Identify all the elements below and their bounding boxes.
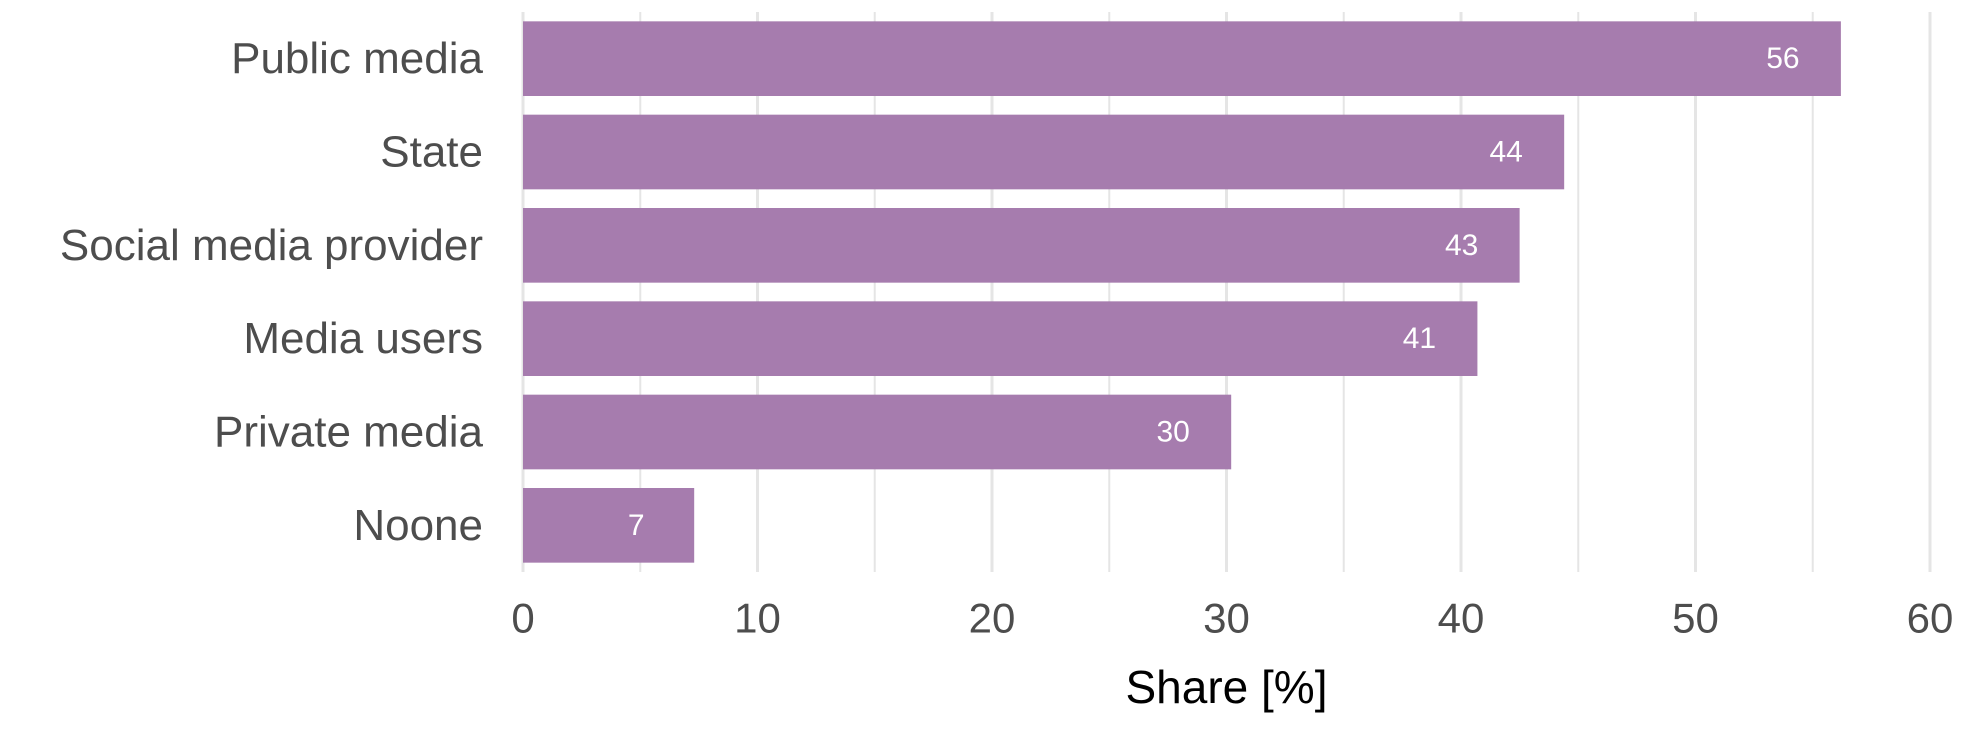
x-axis-ticks: 0 10 20 30 40 50 60 (511, 595, 1953, 642)
tick-label: 50 (1672, 595, 1719, 642)
bar (523, 394, 1232, 470)
x-axis-title: Share [%] (1126, 661, 1328, 713)
tick-label: 20 (969, 595, 1016, 642)
value-label: 7 (628, 509, 645, 542)
tick-label: 30 (1203, 595, 1250, 642)
value-label: 43 (1445, 229, 1478, 262)
tick-label: 0 (511, 595, 534, 642)
category-labels: Public media State Social media provider Me… (60, 34, 484, 550)
category-label: Media users (243, 314, 483, 363)
bar (523, 208, 1520, 283)
value-label: 44 (1489, 136, 1522, 169)
category-label: Social media provider (60, 221, 483, 270)
tick-label: 60 (1907, 595, 1954, 642)
bar (523, 114, 1565, 190)
category-label: Private media (214, 408, 484, 457)
value-labels: 56 44 43 41 30 7 (628, 42, 1800, 542)
category-label: Noone (353, 501, 483, 550)
value-label: 30 (1157, 416, 1190, 449)
category-label: Public media (231, 34, 483, 83)
value-label: 56 (1766, 42, 1799, 75)
value-label: 41 (1403, 322, 1436, 355)
category-label: State (380, 128, 483, 177)
tick-label: 10 (734, 595, 781, 642)
bar (523, 301, 1478, 376)
bar (523, 488, 695, 563)
bar (523, 21, 1841, 96)
grid (521, 12, 1932, 572)
bars (523, 21, 1841, 563)
tick-label: 40 (1438, 595, 1485, 642)
